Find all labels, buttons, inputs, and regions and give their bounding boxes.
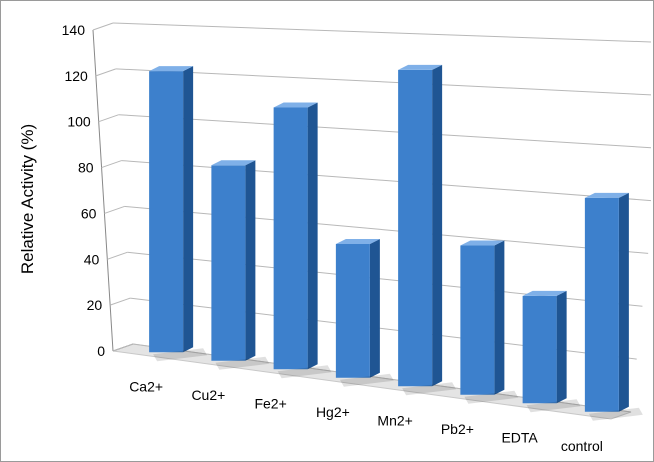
bar <box>273 102 332 379</box>
bar-side <box>245 160 256 361</box>
bar-shadow <box>588 407 643 421</box>
y-tick-label: 100 <box>67 114 91 130</box>
gridline-side <box>109 297 131 306</box>
bar-shadow <box>339 373 394 387</box>
bar-top <box>522 290 567 296</box>
bar-shadow <box>464 390 519 404</box>
gridline-side <box>92 22 114 31</box>
gridline <box>121 160 652 202</box>
bar-front <box>522 295 557 404</box>
y-axis-ticks: 0 20 40 60 80 100 120 140 <box>62 22 106 359</box>
x-tick-label: Ca2+ <box>129 378 163 394</box>
gridline-side <box>95 68 117 77</box>
bar-side <box>556 290 567 404</box>
bar-side <box>183 66 194 353</box>
bar-front <box>335 244 370 378</box>
x-tick-label: Fe2+ <box>254 395 286 411</box>
bar-top <box>149 66 194 72</box>
bar <box>460 240 519 404</box>
y-tick-label: 20 <box>87 297 103 313</box>
gridline <box>115 68 652 96</box>
bar-top <box>211 160 256 166</box>
gridline-side <box>112 343 134 352</box>
x-axis-ticks: Ca2+ Cu2+ Fe2+ Hg2+ Mn2+ Pb2+ EDTA control <box>129 378 603 454</box>
bar-side <box>494 240 505 395</box>
gridline <box>124 205 649 254</box>
bar <box>522 290 581 413</box>
y-tick-label: 60 <box>81 205 97 221</box>
bar <box>584 192 643 421</box>
bar-side <box>307 102 318 370</box>
y-tick-label: 120 <box>64 68 88 84</box>
bar-top <box>584 192 629 198</box>
bar-front <box>584 197 619 412</box>
bar-shadow <box>526 399 581 413</box>
y-axis-title: Relative Activity (%) <box>18 124 37 274</box>
bar <box>398 64 457 396</box>
bar-side <box>432 64 443 387</box>
x-tick-label: Hg2+ <box>316 404 350 420</box>
bar-shadow <box>153 348 208 362</box>
bar <box>149 66 208 362</box>
bar-front <box>398 69 433 387</box>
bars <box>149 64 643 421</box>
bar-shadow <box>215 356 270 370</box>
bar-side <box>618 192 629 412</box>
x-tick-label: Pb2+ <box>441 421 474 437</box>
gridline-side <box>98 114 119 123</box>
bar-front <box>273 107 308 370</box>
bar-front <box>149 71 184 353</box>
bar <box>335 239 394 387</box>
y-tick-label: 0 <box>97 343 105 359</box>
bar-top <box>398 64 443 70</box>
x-tick-label: EDTA <box>501 429 538 445</box>
gridline <box>118 114 652 149</box>
y-axis-line <box>92 29 114 352</box>
gridline-side <box>107 251 128 260</box>
y-tick-label: 140 <box>62 22 86 38</box>
y-tick-label: 40 <box>84 251 100 267</box>
gridline <box>112 22 652 43</box>
bar-top <box>335 239 380 245</box>
bar-top <box>273 102 318 108</box>
x-tick-label: Mn2+ <box>377 412 412 428</box>
bar <box>211 160 270 370</box>
bar-front <box>211 165 246 361</box>
bar-front <box>460 245 495 395</box>
x-tick-label: Cu2+ <box>191 387 225 403</box>
bar-shadow <box>402 382 457 396</box>
gridline-side <box>104 205 125 214</box>
y-tick-label: 80 <box>78 160 94 176</box>
x-tick-label: control <box>561 438 603 454</box>
bar-shadow <box>277 365 332 379</box>
bar-top <box>460 240 505 246</box>
bar-side <box>369 239 380 378</box>
gridline-side <box>101 160 122 169</box>
